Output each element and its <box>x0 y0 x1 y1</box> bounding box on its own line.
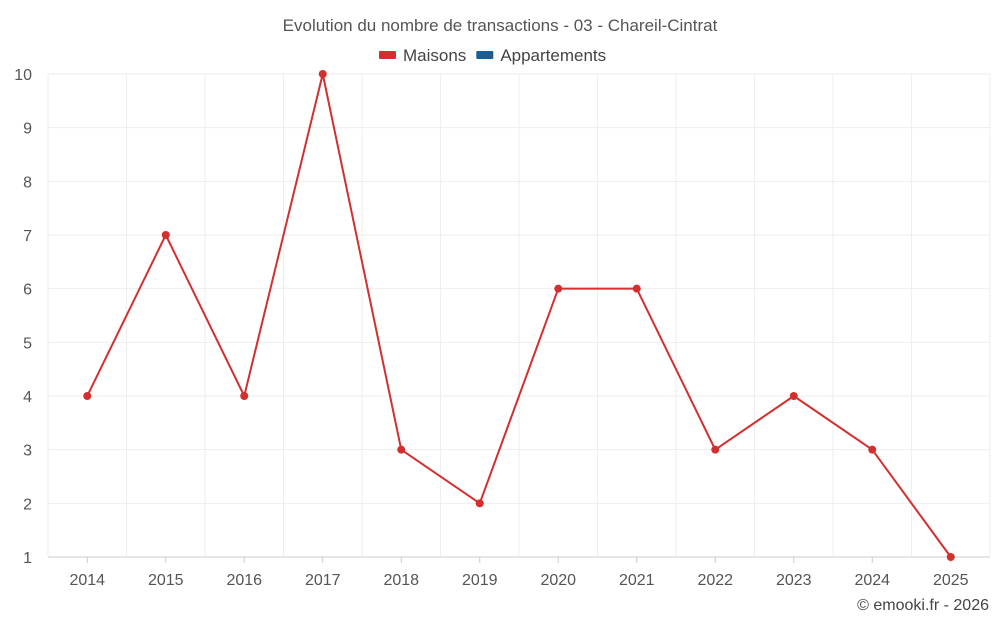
data-point[interactable] <box>632 284 641 293</box>
x-tick-label: 2023 <box>776 572 812 589</box>
x-tick-label: 2014 <box>69 572 105 589</box>
y-tick-label: 4 <box>23 389 32 406</box>
x-tick-label: 2017 <box>305 572 341 589</box>
y-tick-label: 1 <box>23 550 32 567</box>
legend-swatch <box>379 51 396 59</box>
x-axis-ticks: 2014 2015 2016 2017 2018 2019 2020 2021 2022 2023… <box>69 557 969 589</box>
y-tick-label: 5 <box>23 335 32 352</box>
y-tick-label: 10 <box>14 67 32 84</box>
y-tick-label: 3 <box>23 443 32 460</box>
y-tick-label: 7 <box>23 228 32 245</box>
y-tick-label: 2 <box>23 496 32 513</box>
data-point[interactable] <box>868 445 877 454</box>
x-tick-label: 2022 <box>697 572 733 589</box>
y-tick-label: 6 <box>23 282 32 299</box>
x-tick-label: 2024 <box>854 572 890 589</box>
x-tick-label: 2016 <box>226 572 262 589</box>
series-line <box>86 73 952 558</box>
data-point[interactable] <box>83 392 92 400</box>
y-tick-label: 8 <box>23 174 32 191</box>
data-point[interactable] <box>240 392 249 400</box>
data-point[interactable] <box>789 392 798 400</box>
data-point[interactable] <box>554 284 563 293</box>
legend-swatch <box>476 51 494 59</box>
legend-item[interactable]: Maisons <box>379 46 466 65</box>
series-layer <box>83 70 955 561</box>
x-tick-label: 2015 <box>148 572 184 589</box>
y-axis-ticks: 1 2 3 4 5 6 7 8 9 10 <box>14 67 32 567</box>
x-tick-label: 2020 <box>540 572 576 589</box>
chart-legend: Maisons Appartements <box>379 46 606 65</box>
data-point[interactable] <box>711 445 720 454</box>
x-tick-label: 2019 <box>462 572 498 589</box>
data-point[interactable] <box>161 231 170 239</box>
y-tick-label: 9 <box>23 121 32 138</box>
legend-label: Appartements <box>500 46 606 65</box>
data-point[interactable] <box>946 553 955 561</box>
legend-item[interactable]: Appartements <box>476 46 606 65</box>
grid-lines <box>47 73 991 558</box>
data-point[interactable] <box>397 445 406 454</box>
series-maisons <box>83 70 955 561</box>
x-tick-label: 2018 <box>383 572 419 589</box>
credit-text: © emooki.fr - 2026 <box>857 597 989 614</box>
x-tick-label: 2021 <box>619 572 655 589</box>
data-point[interactable] <box>475 499 484 508</box>
x-tick-label: 2025 <box>933 572 969 589</box>
legend-label: Maisons <box>403 46 466 65</box>
data-point[interactable] <box>318 70 327 78</box>
chart-title: Evolution du nombre de transactions - 03… <box>283 16 718 35</box>
